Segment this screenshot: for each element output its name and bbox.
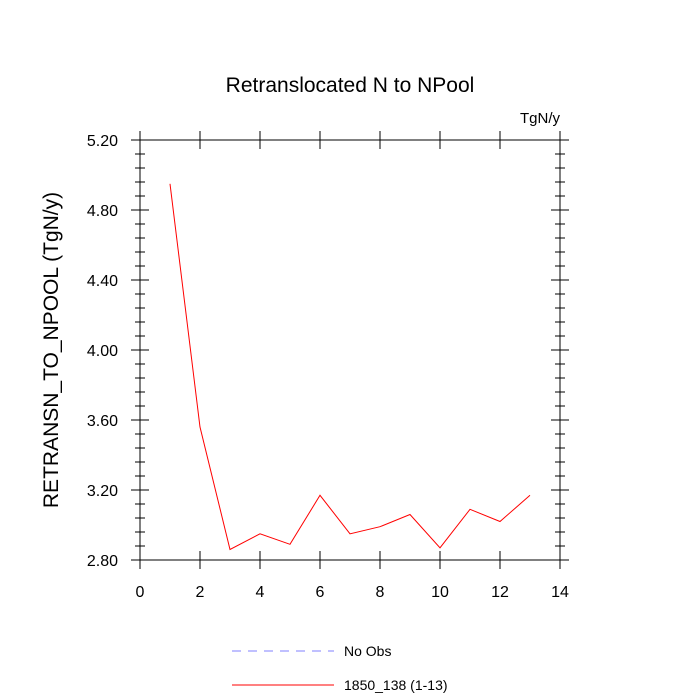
y-tick-label: 2.80 — [87, 553, 118, 570]
x-tick-label: 8 — [376, 584, 385, 601]
x-tick-label: 12 — [491, 584, 509, 601]
x-tick-label: 6 — [316, 584, 325, 601]
y-tick-label: 3.20 — [87, 483, 118, 500]
series-line — [169, 183, 531, 551]
y-axis-label: RETRANSN_TO_NPOOL (TgN/y) — [40, 192, 63, 508]
units-label: TgN/y — [520, 110, 561, 127]
x-tick-label: 2 — [196, 584, 205, 601]
x-tick-label: 0 — [136, 584, 145, 601]
y-tick-label: 4.80 — [87, 203, 118, 220]
x-tick-label: 4 — [256, 584, 265, 601]
legend-label-no-obs: No Obs — [344, 643, 391, 659]
chart-title: Retranslocated N to NPool — [226, 74, 475, 97]
x-tick-label: 10 — [431, 584, 449, 601]
y-tick-label: 3.60 — [87, 413, 118, 430]
ticks-layer: 0 2 4 6 8 10 12 14 2.80 3.20 3.60 4.00 4.40 4.80 5.20 — [87, 131, 569, 601]
plot-frame — [139, 139, 561, 561]
y-tick-label: 5.20 — [87, 133, 118, 150]
y-tick-label: 4.40 — [87, 273, 118, 290]
legend-label-series: 1850_138 (1-13) — [344, 677, 448, 693]
y-tick-label: 4.00 — [87, 343, 118, 360]
series-layer — [169, 183, 531, 551]
x-tick-label: 14 — [551, 584, 569, 601]
legend: No Obs 1850_138 (1-13) — [232, 643, 448, 693]
